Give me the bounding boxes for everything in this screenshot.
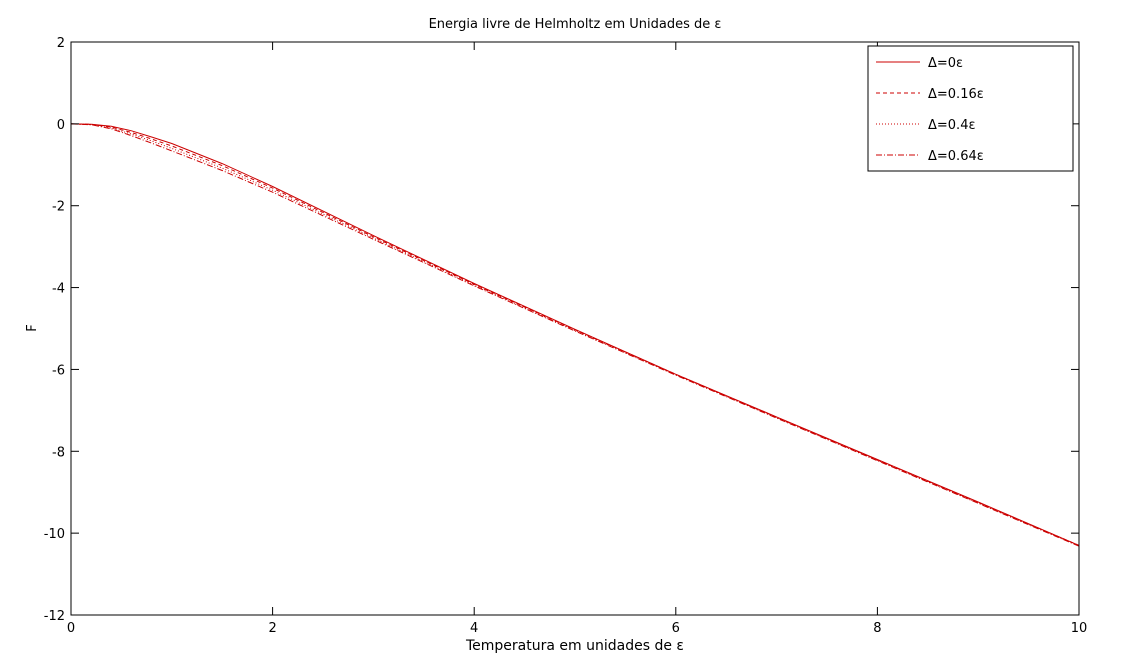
legend-items: Δ=0ε Δ=0.16ε Δ=0.4ε Δ=0.64ε bbox=[876, 56, 984, 164]
legend-box bbox=[867, 45, 1074, 172]
series-line-2 bbox=[70, 123, 1080, 546]
y-axis-label: F bbox=[25, 324, 40, 331]
x-tick-label: 6 bbox=[672, 621, 680, 636]
legend-label: Δ=0.64ε bbox=[928, 149, 984, 164]
x-tick-label: 2 bbox=[268, 621, 276, 636]
x-axis-label: Temperatura em unidades de ε bbox=[465, 638, 684, 654]
chart-title: Energia livre de Helmholtz em Unidades d… bbox=[429, 17, 722, 32]
x-tick-label: 0 bbox=[67, 621, 75, 636]
y-tick-label: 0 bbox=[57, 118, 65, 133]
legend-label: Δ=0.16ε bbox=[928, 87, 984, 102]
y-tick-label: -6 bbox=[52, 363, 65, 378]
x-tick-label: 8 bbox=[873, 621, 881, 636]
y-tick-label: -2 bbox=[52, 200, 65, 215]
x-tick-label: 4 bbox=[470, 621, 478, 636]
plot-area-frame bbox=[70, 41, 1080, 616]
x-tick-label: 10 bbox=[1071, 621, 1088, 636]
legend-label: Δ=0.4ε bbox=[928, 118, 976, 133]
series-line-1 bbox=[70, 123, 1080, 546]
legend-label: Δ=0ε bbox=[928, 56, 963, 71]
y-tick-label: 2 bbox=[57, 36, 65, 51]
y-tick-label: -8 bbox=[52, 445, 65, 460]
legend: Δ=0ε Δ=0.16ε Δ=0.4ε Δ=0.64ε bbox=[867, 45, 1074, 172]
y-tick-label: -10 bbox=[44, 527, 65, 542]
series-layer bbox=[70, 123, 1080, 547]
series-line-3 bbox=[70, 123, 1080, 547]
y-tick-label: -4 bbox=[52, 282, 65, 297]
y-tick-label: -12 bbox=[44, 609, 65, 624]
series-line-4 bbox=[70, 123, 1080, 547]
